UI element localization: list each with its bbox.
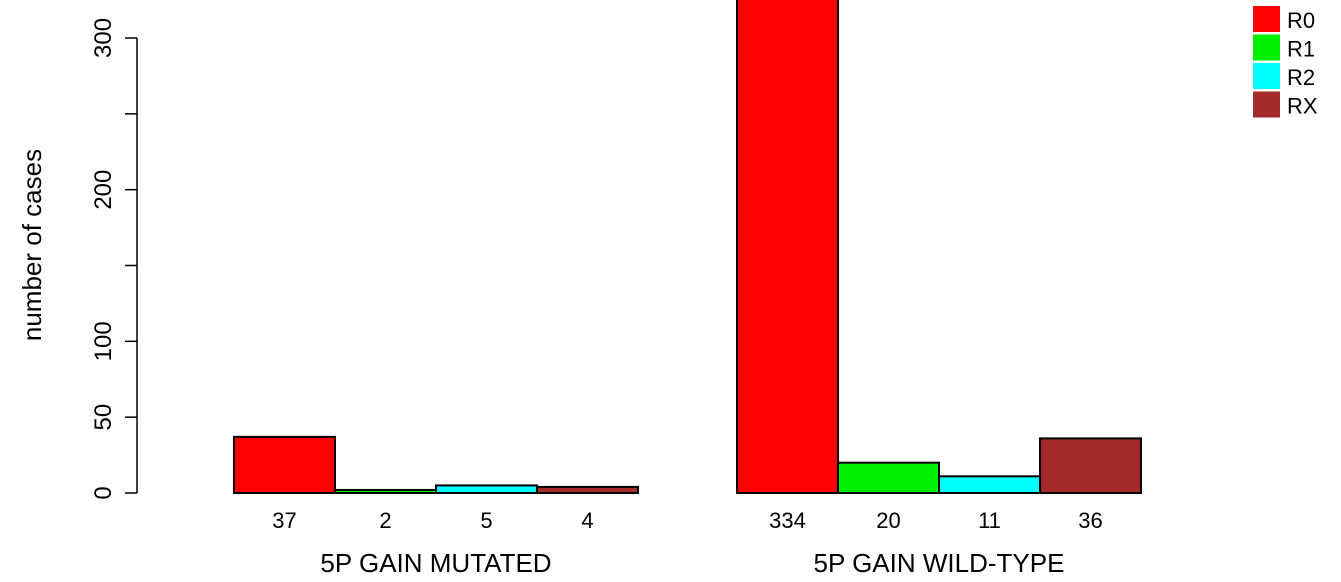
legend-swatch-rx (1253, 91, 1280, 118)
bar-rx (536, 485, 639, 494)
legend-label: R1 (1287, 37, 1315, 62)
bar-value-label: 4 (581, 508, 593, 533)
group-label: 5P GAIN WILD-TYPE (814, 548, 1065, 577)
y-tick-label: 50 (90, 404, 117, 431)
bar-r1 (837, 461, 940, 494)
data-labels: 37 2 5 4 334 20 11 36 (272, 508, 1102, 533)
bar-rx (1039, 437, 1142, 495)
legend-swatch-r0 (1253, 6, 1280, 32)
y-tick-label: 200 (90, 170, 117, 210)
bar-r2 (938, 475, 1041, 495)
legend-label: R0 (1287, 8, 1315, 33)
bar-r2 (435, 484, 538, 495)
bars (233, 0, 1142, 495)
y-tick-label: 300 (90, 18, 117, 58)
legend-label: RX (1287, 94, 1318, 119)
y-axis-title: number of cases (17, 149, 47, 341)
legend-swatch-r2 (1253, 63, 1280, 89)
bar-value-label: 11 (978, 508, 1001, 533)
y-tick-label: 0 (90, 486, 117, 499)
bar-r0 (233, 435, 336, 495)
group-label: 5P GAIN MUTATED (320, 548, 551, 577)
group-labels: 5P GAIN MUTATED 5P GAIN WILD-TYPE (320, 548, 1065, 578)
bar-value-label: 2 (379, 508, 391, 533)
legend-swatch-r1 (1253, 34, 1280, 61)
bar-value-label: 36 (1078, 508, 1102, 533)
bar-r1 (334, 488, 437, 495)
y-axis: 0 50 100 200 300 (90, 18, 138, 500)
legend-label: R2 (1287, 65, 1315, 90)
bar-value-label: 37 (272, 508, 296, 533)
bar-value-label: 20 (876, 508, 900, 533)
bar-value-label: 334 (769, 508, 806, 533)
y-tick-label: 100 (90, 321, 117, 361)
legend: R0 R1 R2 RX (1253, 6, 1318, 119)
bar-r0 (736, 0, 839, 494)
bar-value-label: 5 (480, 508, 492, 533)
